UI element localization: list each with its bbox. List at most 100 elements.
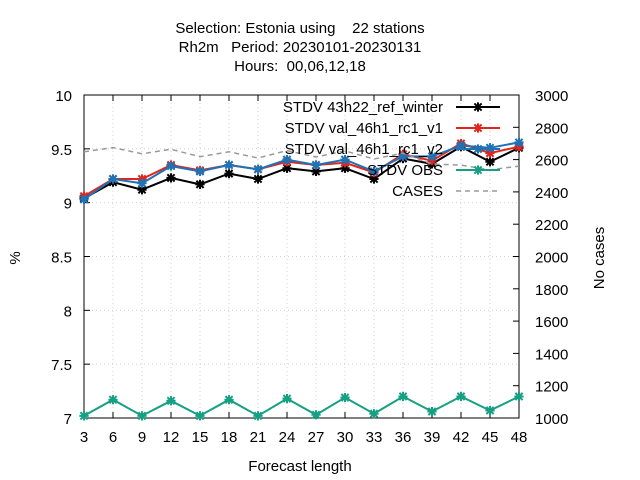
data-point <box>195 179 205 189</box>
y-tick-label: 9 <box>64 196 72 213</box>
data-point <box>514 391 524 402</box>
data-point <box>137 411 147 421</box>
data-point <box>485 405 495 416</box>
data-point <box>224 160 234 170</box>
legend-marker-1 <box>473 123 483 133</box>
plot-border <box>83 94 520 419</box>
data-point <box>253 411 263 421</box>
series-3 <box>79 391 524 421</box>
y2-tick-label: 2000 <box>535 250 568 267</box>
y2-tick-label: 1800 <box>535 282 568 299</box>
chart-title-line-2: Rh2m Period: 20230101-20230131 <box>179 39 422 56</box>
x-tick-label: 9 <box>138 429 146 446</box>
x-tick-label: 18 <box>221 429 238 446</box>
legend-label-1: STDV val_46h1_rc1_v1 <box>285 120 443 137</box>
series-line <box>83 141 520 201</box>
y-axis-label: % <box>7 251 24 264</box>
x-tick-label: 27 <box>308 429 325 446</box>
x-tick-label: 42 <box>453 429 470 446</box>
axes: 7 7.5 8 8.5 9 9.5 10 1000 1200 1400 1600 1800 2000 22… <box>51 88 568 446</box>
grid <box>84 95 519 418</box>
y2-tick-label: 1600 <box>535 314 568 331</box>
data-point <box>195 166 205 177</box>
data-point <box>456 391 466 402</box>
data-point <box>224 395 234 405</box>
x-tick-label: 3 <box>80 429 88 446</box>
y2-tick-label: 1200 <box>535 379 568 396</box>
data-point <box>137 185 147 195</box>
x-axis-label: Forecast length <box>248 458 351 475</box>
data-point <box>166 161 176 171</box>
data-point <box>340 155 350 165</box>
data-point <box>369 174 379 184</box>
data-point <box>108 395 118 405</box>
data-point <box>514 137 524 147</box>
data-point <box>195 411 205 421</box>
x-tick-label: 45 <box>482 429 499 446</box>
data-point <box>311 410 321 420</box>
series-4 <box>83 146 520 171</box>
series-layer <box>79 137 524 421</box>
y-tick-label: 10 <box>55 88 72 105</box>
x-tick-label: 21 <box>250 429 267 446</box>
data-point <box>311 160 321 170</box>
y2-tick-label: 1400 <box>535 346 568 363</box>
data-point <box>79 411 89 421</box>
legend-marker-3 <box>473 165 483 175</box>
x-tick-label: 48 <box>511 429 528 446</box>
legend-label-2: STDV val_46h1_rc1_v2 <box>285 141 443 158</box>
y2-tick-label: 2600 <box>535 153 568 170</box>
y2-tick-label: 2200 <box>535 217 568 234</box>
series-line <box>83 145 520 200</box>
data-point <box>456 141 466 151</box>
data-point <box>340 163 350 173</box>
data-point <box>253 164 263 174</box>
data-point <box>282 155 292 165</box>
x-tick-label: 12 <box>163 429 180 446</box>
x-tick-label: 39 <box>424 429 441 446</box>
data-point <box>340 392 350 403</box>
y-tick-label: 9.5 <box>51 142 72 159</box>
y-tick-label: 8 <box>64 303 72 320</box>
legend-marker-2 <box>473 144 483 154</box>
data-point <box>427 151 437 161</box>
data-point <box>398 391 408 402</box>
y2-tick-label: 3000 <box>535 88 568 105</box>
data-point <box>166 396 176 406</box>
data-point <box>79 194 89 205</box>
data-point <box>311 166 321 177</box>
chart-title-line-3: Hours: 00,06,12,18 <box>234 58 366 75</box>
data-point <box>369 409 379 419</box>
data-point <box>253 174 263 184</box>
y2-tick-label: 2400 <box>535 185 568 202</box>
x-tick-label: 33 <box>366 429 383 446</box>
x-tick-label: 30 <box>337 429 354 446</box>
series-line <box>83 395 520 417</box>
y2-axis-label: No cases <box>591 227 608 290</box>
x-tick-label: 6 <box>109 429 117 446</box>
legend: STDV 43h22_ref_winter STDV val_46h1_rc1_v… <box>283 99 500 200</box>
legend-label-4: CASES <box>392 183 443 200</box>
data-point <box>137 178 147 188</box>
data-point <box>282 394 292 404</box>
data-point <box>398 151 408 161</box>
y2-tick-label: 2800 <box>535 120 568 137</box>
legend-label-3: STDV OBS <box>367 162 443 179</box>
data-point <box>485 157 495 167</box>
y-tick-label: 7 <box>64 411 72 428</box>
data-point <box>108 174 118 184</box>
y-tick-label: 8.5 <box>51 250 72 267</box>
data-point <box>282 163 292 173</box>
y2-tick-label: 1000 <box>535 411 568 428</box>
legend-marker-0 <box>473 102 483 112</box>
chart-title-line-1: Selection: Estonia using 22 stations <box>175 20 424 37</box>
data-point <box>369 166 379 177</box>
data-point <box>224 168 234 179</box>
data-point <box>427 406 437 417</box>
series-line <box>83 146 520 171</box>
x-tick-label: 36 <box>395 429 412 446</box>
y-tick-label: 7.5 <box>51 357 72 374</box>
x-tick-label: 24 <box>279 429 296 446</box>
series-2 <box>79 137 524 205</box>
